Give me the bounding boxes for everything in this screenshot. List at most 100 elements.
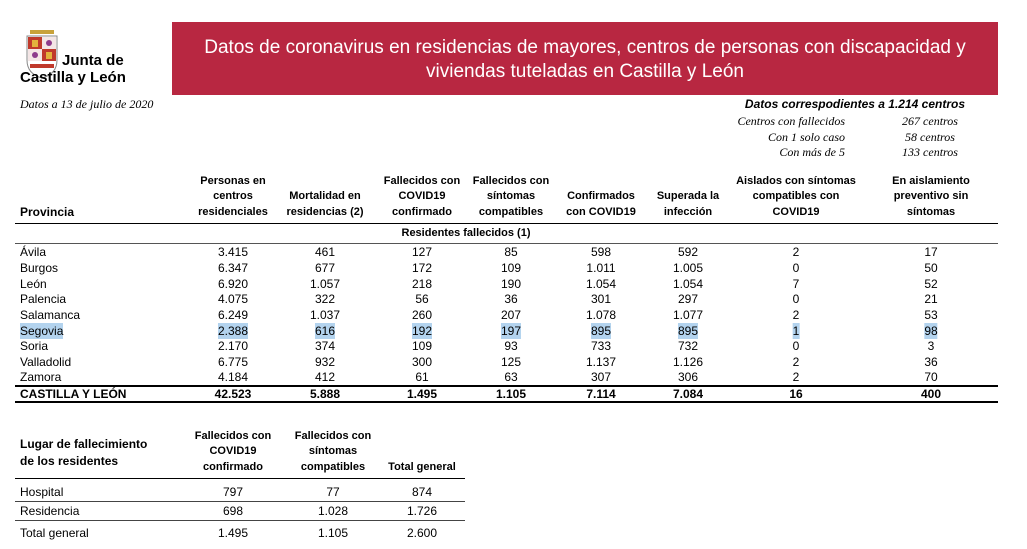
cell: 56 (415, 292, 429, 306)
cell: 1.726 (406, 504, 438, 518)
total-cell: 42.523 (214, 387, 252, 401)
column-header: Provincia (20, 204, 75, 219)
cell: 172 (411, 261, 433, 275)
row-label: Residencia (20, 504, 80, 518)
total-cell: 16 (789, 387, 803, 401)
cell: 677 (314, 261, 336, 275)
column-header: Confirmados (567, 190, 635, 202)
column-header: síntomas (308, 445, 358, 457)
summary-value: 58 centros (905, 129, 955, 144)
cell: 374 (314, 339, 336, 353)
rule (15, 223, 998, 224)
rule (15, 478, 465, 479)
cell: 895 (677, 323, 699, 339)
cell: 109 (411, 339, 433, 353)
column-header: Total general (388, 460, 456, 473)
column-header: En aislamiento (892, 174, 970, 187)
column-header: compatibles (300, 460, 366, 473)
cell: 306 (677, 370, 699, 384)
cell: 61 (415, 370, 429, 384)
cell: 1 (792, 323, 800, 339)
column-header: COVID19 (209, 445, 257, 457)
cell: 4.184 (217, 370, 249, 384)
cell: 218 (411, 277, 433, 291)
cell: 0 (792, 261, 800, 275)
cell: 797 (222, 485, 244, 499)
coat-of-arms (26, 30, 58, 79)
cell: 0 (792, 339, 800, 353)
cell: 322 (314, 292, 336, 306)
total-cell: 7.084 (672, 387, 704, 401)
cell: 36 (924, 355, 938, 369)
cell: 1.037 (309, 308, 341, 322)
column-header: infección (663, 205, 713, 218)
row-label: Burgos (20, 261, 59, 275)
column-header: Superada la (656, 190, 720, 202)
cell: 6.249 (217, 308, 249, 322)
cell: 3 (927, 339, 935, 353)
cell: 1.005 (672, 261, 704, 275)
column-header: Mortalidad en (289, 190, 361, 202)
row-label: Zamora (20, 370, 62, 384)
row-label: Palencia (20, 292, 67, 306)
cell: 1.054 (585, 277, 617, 291)
total-cell: 1.105 (495, 387, 527, 401)
cell: 192 (411, 323, 433, 339)
column-header: residenciales (198, 205, 268, 218)
cell: 1.077 (672, 308, 704, 322)
summary-heading: Datos correspodientes a 1.214 centros (744, 97, 965, 111)
row-label: Valladolid (20, 355, 72, 369)
cell: 592 (677, 245, 699, 259)
column-header: centros (213, 190, 253, 202)
cell: 2.170 (217, 339, 249, 353)
cell: 50 (924, 261, 938, 275)
column-header: confirmado (203, 460, 263, 473)
cell: 461 (314, 245, 336, 259)
row-label: Ávila (20, 245, 47, 259)
column-header: Fallecidos con (472, 174, 550, 187)
column-header: Fallecidos con (294, 429, 372, 442)
summary-label: Con más de 5 (779, 145, 845, 160)
cell: 21 (924, 292, 938, 306)
total-cell: 1.495 (217, 526, 249, 540)
column-header: con COVID19 (566, 205, 636, 218)
rule (15, 501, 465, 502)
summary-label: Centros con fallecidos (737, 114, 845, 128)
cell: 874 (411, 485, 433, 499)
row-label: Segovia (20, 323, 64, 339)
total-cell: Total general (20, 526, 89, 540)
total-cell: 5.888 (309, 387, 341, 401)
title-banner (172, 22, 998, 95)
row-label: Hospital (20, 485, 64, 499)
cell: 598 (590, 245, 612, 259)
cell: 63 (504, 370, 518, 384)
cell: 109 (500, 261, 522, 275)
cell: 616 (314, 323, 336, 339)
rule (15, 520, 465, 521)
cell: 0 (792, 292, 800, 306)
column-header: de los residentes (20, 454, 119, 468)
cell: 1.054 (672, 277, 704, 291)
rule (15, 401, 998, 403)
subheader: Residentes fallecidos (1) (401, 227, 531, 239)
cell: 36 (504, 292, 518, 306)
total-cell: 1.495 (406, 387, 438, 401)
cell: 1.137 (585, 355, 617, 369)
column-header: compatibles (478, 205, 544, 218)
cell: 260 (411, 308, 433, 322)
cell: 98 (924, 323, 938, 339)
cell: 300 (411, 355, 433, 369)
cell: 17 (924, 245, 938, 259)
cell: 85 (504, 245, 518, 259)
column-header: Fallecidos con (194, 429, 272, 442)
column-header: confirmado (392, 205, 452, 218)
column-header: Fallecidos con (383, 174, 461, 187)
total-cell: 1.105 (317, 526, 349, 540)
cell: 2 (792, 245, 800, 259)
cell: 698 (222, 504, 244, 518)
title-line: Datos de coronavirus en residencias de m… (204, 37, 966, 58)
date: Datos a 13 de julio de 2020 (20, 97, 154, 111)
cell: 70 (924, 370, 938, 384)
cell: 125 (500, 355, 522, 369)
cell: 895 (590, 323, 612, 339)
